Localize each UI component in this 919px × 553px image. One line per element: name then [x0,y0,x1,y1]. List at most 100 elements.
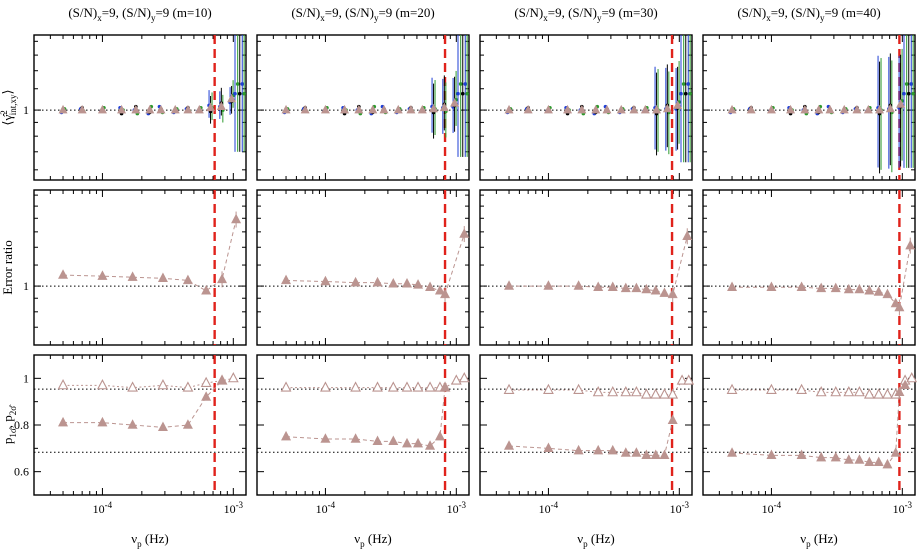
filled-triangle-marker [854,454,865,464]
triangle-marker [145,104,155,114]
triangle-marker [97,104,107,114]
triangle-marker [425,281,436,291]
filled-triangle-marker [413,437,424,448]
data-point [681,82,686,86]
triangle-marker [682,230,693,240]
triangle-marker [727,104,737,114]
data-point [242,91,246,96]
y-tick-label: 1 [23,279,29,293]
triangle-marker [156,104,166,114]
triangle-marker [393,104,403,114]
data-point [237,91,242,96]
triangle-marker [746,104,756,114]
triangle-marker [662,103,672,113]
x-tick-label: 10-3 [670,500,690,516]
filled-triangle-marker [201,391,212,401]
data-point [904,82,909,86]
triangle-marker [388,278,399,288]
triangle-marker [650,285,661,295]
open-triangle-marker [659,388,670,399]
panel-r3-c1: 10-4 10-3 νp (Hz) [33,354,247,549]
triangle-marker [504,280,515,290]
x-tick-label: 10-4 [762,500,782,516]
data-point [686,82,691,86]
filled-triangle-marker [864,456,875,467]
open-triangle-marker [573,383,585,394]
x-tick-label: 10-3 [224,500,244,516]
filled-triangle-marker [659,449,670,460]
open-triangle-marker [200,376,212,387]
triangle-marker [183,104,193,114]
filled-triangle-marker [182,419,193,429]
x-axis-label: νp (Hz) [800,531,837,549]
triangle-marker [170,104,180,114]
triangle-marker [58,269,69,279]
open-triangle-marker [157,379,169,390]
open-triangle-marker [320,381,331,392]
triangle-marker [830,282,841,293]
triangle-marker [631,282,642,293]
triangle-marker [231,213,242,224]
triangle-marker [439,102,449,112]
triangle-marker [354,104,364,114]
x-tick-label: 10-3 [447,500,467,516]
filled-triangle-marker [402,437,413,448]
filled-triangle-marker [593,444,604,455]
triangle-marker [368,104,378,114]
filled-triangle-marker [650,449,661,460]
triangle-marker [905,239,916,250]
data-point [906,91,911,96]
triangle-marker [766,104,776,114]
triangle-marker [429,103,439,113]
column-title: (S/N)x=9, (S/N)y=9 (m=10) [68,5,211,23]
y-tick-label: 0.6 [14,465,29,479]
triangle-marker [786,104,796,114]
open-triangle-marker [667,388,679,399]
series-line [509,420,674,456]
triangle-marker [864,285,875,295]
panel-frame [702,354,916,496]
triangle-marker [766,281,777,291]
triangle-marker [379,104,389,114]
triangle-marker [593,281,604,291]
data-point [233,91,237,96]
open-triangle-marker [620,386,632,397]
open-triangle-marker [676,374,688,385]
filled-triangle-marker [667,414,678,425]
open-triangle-marker [412,381,424,392]
triangle-marker [673,100,683,109]
triangle-marker [577,104,587,114]
filled-triangle-marker [830,451,841,462]
filled-triangle-marker [350,433,361,443]
filled-triangle-marker [97,416,108,427]
open-triangle-marker [280,381,292,392]
data-point [679,91,683,96]
triangle-marker [620,282,631,293]
triangle-marker [523,104,533,114]
filled-triangle-marker [217,374,228,385]
triangle-marker [440,288,451,299]
filled-triangle-marker [607,444,618,455]
triangle-marker [816,282,827,293]
triangle-marker [217,273,228,284]
triangle-marker [882,288,893,299]
filled-triangle-marker [894,386,905,397]
filled-triangle-marker [796,449,807,460]
triangle-marker [852,104,862,114]
triangle-marker [450,98,460,107]
x-tick-label: 10-3 [893,500,913,516]
open-triangle-marker [815,386,827,397]
open-triangle-marker [853,386,865,397]
triangle-marker [616,104,626,114]
filled-triangle-marker [434,430,445,441]
data-point [465,91,469,96]
triangle-marker [194,104,204,114]
filled-triangle-marker [873,456,884,467]
triangle-marker [573,280,584,290]
triangle-marker [227,93,237,103]
open-triangle-marker [630,386,642,397]
panel-frame [479,189,693,346]
open-triangle-marker [830,386,842,397]
filled-triangle-marker [641,449,652,460]
triangle-marker [58,104,68,114]
